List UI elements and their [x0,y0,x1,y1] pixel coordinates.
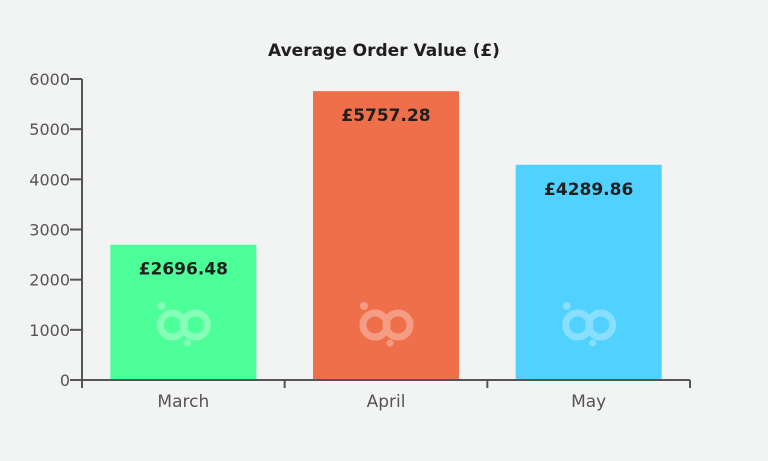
data-label: £2696.48 [139,260,228,280]
bp-logo-icon [156,302,211,347]
y-tick-label: 0 [60,371,70,390]
y-tick-label: 1000 [29,321,70,340]
x-category-label: May [571,392,606,412]
x-axis: March April May [81,379,691,412]
y-tick-label: 6000 [29,70,70,89]
bar-march [110,244,257,379]
data-label: £4289.86 [544,180,633,200]
bp-logo-icon [562,302,617,347]
bar-april [313,91,459,379]
y-tick-label: 2000 [29,271,70,290]
y-tick-label: 5000 [29,120,70,139]
data-label: £5757.28 [341,106,430,126]
y-axis: 0 1000 2000 3000 4000 5000 6000 [29,70,83,390]
bar-may [515,164,662,379]
y-tick-label: 4000 [29,170,70,189]
chart-title: Average Order Value (£) [268,41,500,61]
y-tick-label: 3000 [29,221,70,240]
bp-logo-icon [359,302,414,347]
bars: £2696.48 £5757.28 £4289.86 [110,91,662,379]
x-category-label: March [157,392,209,412]
x-category-label: April [367,392,406,412]
